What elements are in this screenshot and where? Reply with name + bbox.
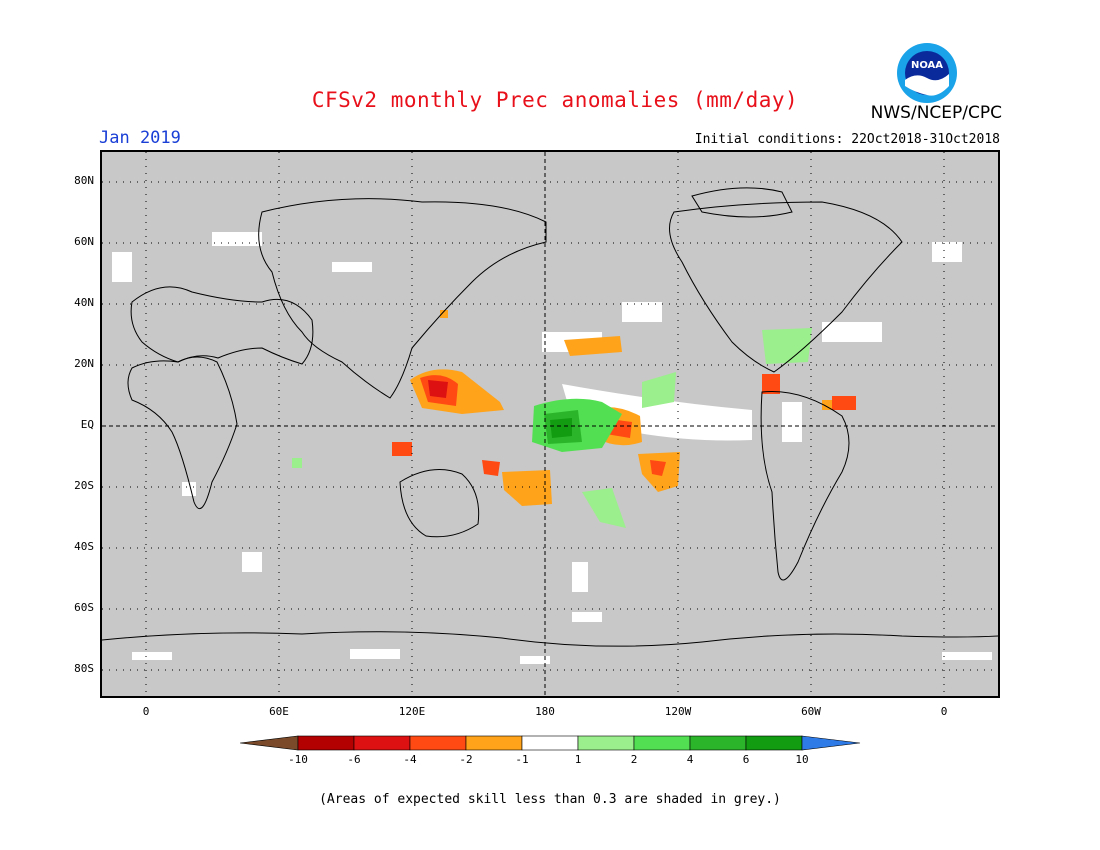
colorbar-bin-9 [745,735,803,751]
colorbar-bin-7 [633,735,691,751]
graticule [102,152,998,696]
lat-label-20s: 20S [74,479,94,492]
colorbar-bin-4 [465,735,523,751]
lon-label-120e: 120E [398,705,426,718]
lat-label-60s: 60S [74,601,94,614]
africa-outline [127,356,238,510]
lat-label-60n: 60N [74,235,94,248]
initial-conditions: Initial conditions: 22Oct2018-31Oct2018 [694,132,1000,147]
colorbar-label-m2: -2 [459,753,473,766]
colorbar-bin-1 [297,735,355,751]
lat-label-40s: 40S [74,540,94,553]
logo-text: NOAA [911,60,943,71]
lat-label-eq: EQ [80,418,94,431]
lat-label-80n: 80N [74,174,94,187]
forecast-month: Jan 2019 [99,128,181,148]
map-frame [100,150,1000,698]
lat-label-80s: 80S [74,662,94,675]
lon-label-60e: 60E [269,705,289,718]
colorbar-label-2: 2 [630,753,638,766]
lon-label-60w: 60W [801,705,821,718]
colorbar-label-4: 4 [686,753,694,766]
colorbar-label-1: 1 [574,753,582,766]
eurasia-west-outline [130,286,314,365]
south-america-outline [760,391,850,581]
lon-label-0-east: 0 [940,705,948,718]
colorbar-bin-below-10 [240,735,299,751]
colorbar-bin-6 [577,735,635,751]
lat-label-40n: 40N [74,296,94,309]
lon-label-180: 180 [535,705,555,718]
map-title: CFSv2 monthly Prec anomalies (mm/day) [311,88,799,112]
skill-footnote: (Areas of expected skill less than 0.3 a… [319,792,781,807]
antarctica-outline [102,631,998,647]
color-bar [240,735,861,751]
greenland-outline [691,187,793,218]
noaa-logo: NOAA [897,43,957,103]
lon-label-120w: 120W [664,705,692,718]
map-canvas [102,152,998,696]
agency-label: NWS/NCEP/CPC [870,103,1002,123]
colorbar-label-10: 10 [795,753,809,766]
colorbar-label-m1: -1 [515,753,529,766]
colorbar-label-m10: -10 [288,753,308,766]
colorbar-label-6: 6 [742,753,750,766]
asia-outline [258,198,547,399]
colorbar-bin-above-10 [801,735,861,751]
dry-anomaly-areas [392,310,856,506]
colorbar-bin-5 [521,735,579,751]
wet-anomaly-areas [292,328,812,528]
reference-lines [102,152,998,696]
north-america-outline [669,201,903,373]
colorbar-label-m4: -4 [403,753,417,766]
colorbar-bin-2 [353,735,411,751]
colorbar-bin-3 [409,735,467,751]
colorbar-bin-8 [689,735,747,751]
lon-label-0: 0 [142,705,150,718]
colorbar-label-m6: -6 [347,753,361,766]
lat-label-20n: 20N [74,357,94,370]
